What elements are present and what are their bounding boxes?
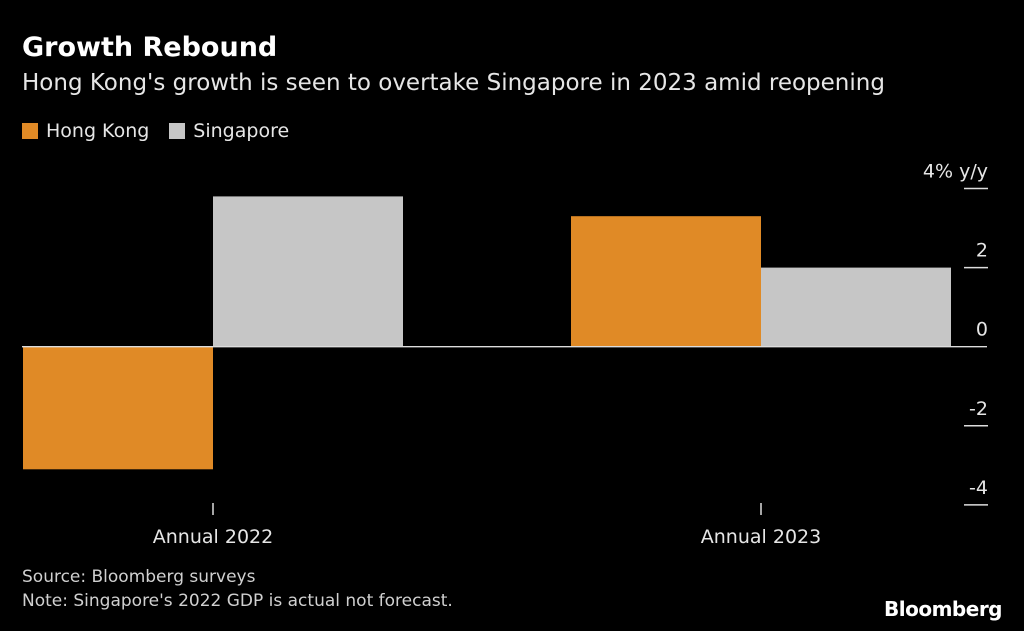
bar-singapore-0: [213, 196, 403, 347]
legend-swatch-singapore: [169, 123, 186, 139]
legend-swatch-hong-kong: [22, 123, 38, 139]
x-tick-label-0: Annual 2022: [153, 526, 273, 548]
chart-title: Growth Rebound: [22, 32, 278, 63]
chart-subtitle: Hong Kong's growth is seen to overtake S…: [22, 70, 885, 96]
legend-label-hong-kong: Hong Kong: [46, 120, 150, 142]
bar-singapore-1: [761, 267, 951, 347]
legend-item-hong-kong: Hong Kong: [22, 120, 149, 142]
legend: Hong Kong Singapore: [22, 120, 309, 142]
x-tick-label-1: Annual 2023: [701, 526, 821, 548]
legend-label-singapore: Singapore: [193, 120, 290, 142]
bar-hong-kong-1: [571, 216, 761, 347]
bar-hong-kong-0: [23, 346, 213, 470]
y-tick-label-3: -2: [969, 398, 988, 420]
footnote: Note: Singapore's 2022 GDP is actual not…: [22, 591, 453, 611]
y-tick-label-1: 2: [976, 240, 988, 262]
y-tick-label-2: 0: [976, 319, 988, 341]
y-tick-label-4: -4: [969, 477, 988, 499]
bloomberg-logo: Bloomberg: [884, 597, 1002, 621]
y-tick-label-0: 4% y/y: [923, 161, 988, 183]
source-note: Source: Bloomberg surveys: [22, 567, 256, 587]
legend-item-singapore: Singapore: [169, 120, 289, 142]
